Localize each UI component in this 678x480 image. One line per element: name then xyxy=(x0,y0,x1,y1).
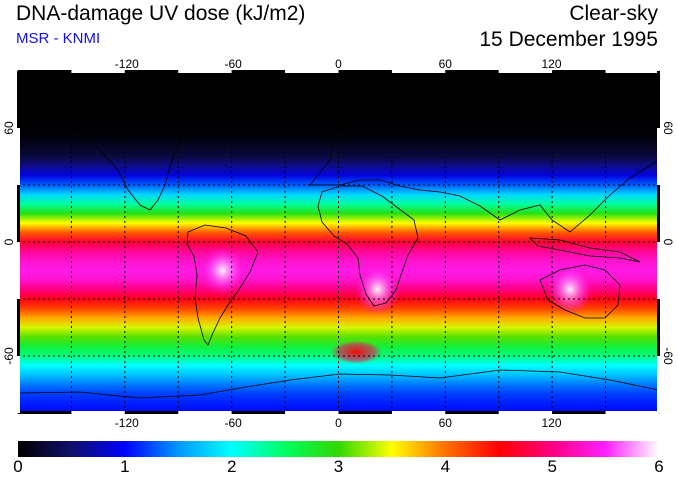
lon-label-bottom-0: 0 xyxy=(335,416,342,430)
colorbar-tick-5: 5 xyxy=(547,457,557,476)
frame-tick-bar xyxy=(338,70,392,73)
colorbar-tick-4: 4 xyxy=(440,457,451,476)
hotspot-2 xyxy=(545,263,594,316)
chart-title: DNA-damage UV dose (kJ/m2) xyxy=(16,2,306,25)
coastline-south-america xyxy=(186,224,259,346)
colorbar xyxy=(18,441,659,457)
lat-label-right-60n: 60 xyxy=(661,121,675,135)
frame-tick-bar xyxy=(445,70,499,73)
frame-tick-marks xyxy=(17,70,660,414)
frame-tick-bar xyxy=(18,70,72,73)
coastline-antarctica xyxy=(18,369,659,399)
frame-tick-bar xyxy=(391,411,446,414)
colorbar-tick-1: 1 xyxy=(120,457,130,476)
lat-label-left-60n: 60 xyxy=(2,121,16,135)
frame-tick-bar xyxy=(124,70,179,73)
frame-tick-bar xyxy=(498,411,553,414)
hotspot-layer xyxy=(198,244,594,365)
colorbar-tick-6: 6 xyxy=(654,457,664,476)
frame-tick-bar xyxy=(657,71,660,128)
frame-tick-bar xyxy=(178,411,232,414)
frame-tick-bar xyxy=(552,70,606,73)
frame-tick-bar xyxy=(285,70,339,73)
frame-tick-bar xyxy=(285,411,339,414)
lon-label-top-0: 0 xyxy=(335,57,342,71)
coastlines xyxy=(18,72,659,399)
frame-tick-bar xyxy=(657,299,660,356)
coastline-north-america xyxy=(39,73,183,211)
coastline-greenland xyxy=(204,72,263,119)
lon-label-top-w60: -60 xyxy=(224,57,242,71)
frame-tick-bar xyxy=(17,185,20,242)
lat-label-left-0: 0 xyxy=(2,238,16,246)
frame-tick-bar xyxy=(605,70,659,73)
graticule xyxy=(18,71,659,413)
coastline-indonesia xyxy=(528,237,641,263)
hotspot-1 xyxy=(353,263,402,316)
frame-tick-bar xyxy=(338,411,392,414)
frame-tick-bar xyxy=(124,411,179,414)
frame-tick-bar xyxy=(18,411,72,414)
coastline-africa xyxy=(317,185,419,307)
lon-label-top-w120: -120 xyxy=(114,57,139,71)
frame-tick-bar xyxy=(17,242,20,299)
frame-tick-bar xyxy=(657,356,660,413)
colorbar-tick-2: 2 xyxy=(226,457,237,476)
frame-tick-bar xyxy=(657,185,660,242)
frame-tick-bar xyxy=(178,70,232,73)
frame-tick-bar xyxy=(391,70,446,73)
lat-label-right-0: 0 xyxy=(661,238,675,246)
frame-tick-bar xyxy=(17,128,20,185)
lon-label-top-e120: 120 xyxy=(541,57,562,71)
lon-label-bottom-w60: -60 xyxy=(224,416,242,430)
colorbar-tick-3: 3 xyxy=(333,457,344,476)
frame-tick-bar xyxy=(605,411,659,414)
lon-label-bottom-w120: -120 xyxy=(114,416,139,430)
frame-tick-bar xyxy=(17,356,20,413)
date-label: 15 December 1995 xyxy=(479,28,658,51)
hotspot-3 xyxy=(330,340,383,365)
frame-tick-bar xyxy=(231,411,286,414)
sky-condition-label: Clear-sky xyxy=(569,2,658,25)
frame-tick-bar xyxy=(71,70,125,73)
hotspot-0 xyxy=(198,244,247,297)
frame-tick-bar xyxy=(657,128,660,185)
frame-tick-bar xyxy=(71,411,125,414)
lon-label-bottom-e60: 60 xyxy=(438,416,452,430)
lat-label-right-60s: -60 xyxy=(661,347,675,365)
frame-tick-bar xyxy=(17,299,20,356)
lat-label-left-60s: -60 xyxy=(2,347,16,365)
colorbar-tick-0: 0 xyxy=(13,457,23,476)
coastline-australia xyxy=(539,264,621,319)
lon-label-top-e60: 60 xyxy=(438,57,452,71)
frame-tick-bar xyxy=(552,411,606,414)
lon-label-bottom-e120: 120 xyxy=(541,416,562,430)
credit-label: MSR - KNMI xyxy=(16,30,101,47)
frame-tick-bar xyxy=(657,242,660,299)
coastline-eurasia xyxy=(309,87,659,233)
frame-tick-bar xyxy=(231,70,286,73)
frame-tick-bar xyxy=(445,411,499,414)
frame-tick-bar xyxy=(17,71,20,128)
frame-tick-bar xyxy=(498,70,553,73)
